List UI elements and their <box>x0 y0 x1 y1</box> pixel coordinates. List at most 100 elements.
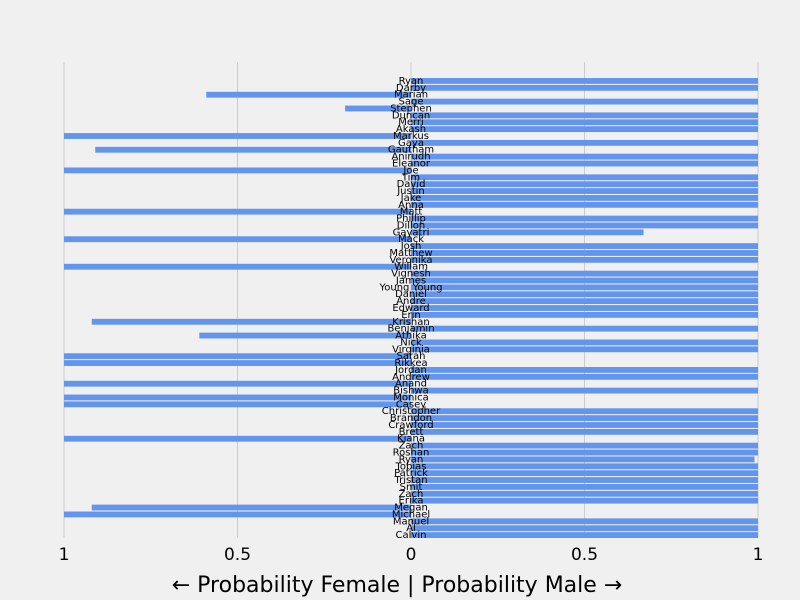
bar <box>64 263 411 270</box>
category-label: James <box>395 275 426 286</box>
bar <box>411 222 758 229</box>
category-label: Andre <box>396 296 426 307</box>
bar <box>64 236 411 243</box>
category-labels: CalvinAlManuelMichaelMeganErikaZachSmitT… <box>378 76 442 541</box>
category-label: Bishwa <box>393 386 429 397</box>
category-label: Brett <box>399 427 424 438</box>
category-label: Matt <box>400 207 423 218</box>
bar <box>411 518 758 525</box>
bar <box>411 284 758 291</box>
bar <box>411 174 758 181</box>
category-label: Veronika <box>389 255 432 266</box>
category-label: Merri <box>398 117 424 128</box>
bar <box>411 346 758 353</box>
bar <box>64 133 411 139</box>
category-label: Sarah <box>396 351 425 362</box>
bar <box>411 153 758 160</box>
category-label: Al <box>406 523 416 534</box>
category-label: Megan <box>394 503 428 514</box>
bar <box>411 463 758 470</box>
bar <box>64 208 411 215</box>
category-label: Darby <box>396 83 426 94</box>
category-label: Zach <box>399 441 424 452</box>
category-label: Crawford <box>388 420 433 431</box>
category-label: Brandon <box>390 413 432 424</box>
bar <box>411 387 758 394</box>
category-label: Daniel <box>395 289 427 300</box>
category-label: Marian <box>394 90 428 101</box>
bar <box>411 422 758 428</box>
bar <box>411 215 758 222</box>
bar <box>411 415 758 422</box>
category-label: Casey <box>396 399 426 410</box>
category-label: Mack <box>398 234 424 245</box>
bar <box>411 305 758 311</box>
category-label: Willam <box>394 262 428 273</box>
category-label: Edward <box>392 303 429 314</box>
category-label: Roshan <box>393 447 430 458</box>
bar <box>411 270 758 277</box>
bar <box>411 291 758 298</box>
x-tick-label: 0.5 <box>224 545 251 565</box>
bar <box>206 91 411 98</box>
category-label: Josh <box>400 241 422 252</box>
category-label: Anirudh <box>391 152 430 163</box>
bar <box>411 98 758 105</box>
bar <box>64 353 411 360</box>
bar <box>411 532 758 538</box>
bar <box>64 380 411 387</box>
bar <box>345 105 411 112</box>
category-label: Matthew <box>389 248 432 259</box>
category-label: Athika <box>395 331 426 342</box>
bar <box>64 435 411 442</box>
bar <box>411 112 758 119</box>
bar <box>64 511 411 518</box>
category-label: Christopher <box>382 406 441 417</box>
category-label: Akash <box>396 124 426 135</box>
category-label: Nick <box>400 337 422 348</box>
category-label: Ryan <box>399 76 424 87</box>
bar <box>411 78 758 84</box>
bar <box>411 195 758 201</box>
bar <box>411 428 758 435</box>
x-tick-label: 0 <box>406 545 417 565</box>
category-label: Erika <box>399 496 424 507</box>
bar <box>411 277 758 284</box>
x-axis-label: ← Probability Female | Probability Male … <box>172 573 622 598</box>
category-label: Benjamin <box>387 324 434 335</box>
bar <box>64 394 411 401</box>
category-label: Joe <box>402 165 418 176</box>
bar <box>411 483 758 490</box>
bar <box>64 167 411 174</box>
category-label: Kiana <box>397 434 425 445</box>
category-label: Gaya <box>398 138 424 149</box>
category-label: Vignesh <box>391 269 431 280</box>
bar <box>64 360 411 366</box>
x-tick-label: 1 <box>753 545 764 565</box>
bars <box>64 78 758 538</box>
category-label: Phillip <box>396 214 426 225</box>
bar <box>411 188 758 194</box>
category-label: Stephen <box>390 103 432 114</box>
bar <box>411 456 755 463</box>
bar <box>91 504 411 511</box>
bar <box>411 160 758 167</box>
bar <box>411 243 758 250</box>
x-tick-labels: 1 0.5 0 0.5 1 <box>59 545 764 565</box>
category-label: Tristan <box>393 475 427 486</box>
category-label: Anna <box>398 200 424 211</box>
bar <box>411 256 758 263</box>
bar <box>411 229 644 236</box>
category-label: Erin <box>401 310 421 321</box>
bar <box>411 490 758 497</box>
x-tick-label: 1 <box>59 545 70 565</box>
bar <box>411 470 758 477</box>
category-label: Zach <box>399 489 424 500</box>
category-label: Tobias <box>395 461 427 472</box>
bar <box>411 181 758 188</box>
category-label: Andrew <box>392 372 430 383</box>
category-label: Manuel <box>393 516 429 527</box>
bar <box>411 126 758 133</box>
bar <box>411 525 758 532</box>
